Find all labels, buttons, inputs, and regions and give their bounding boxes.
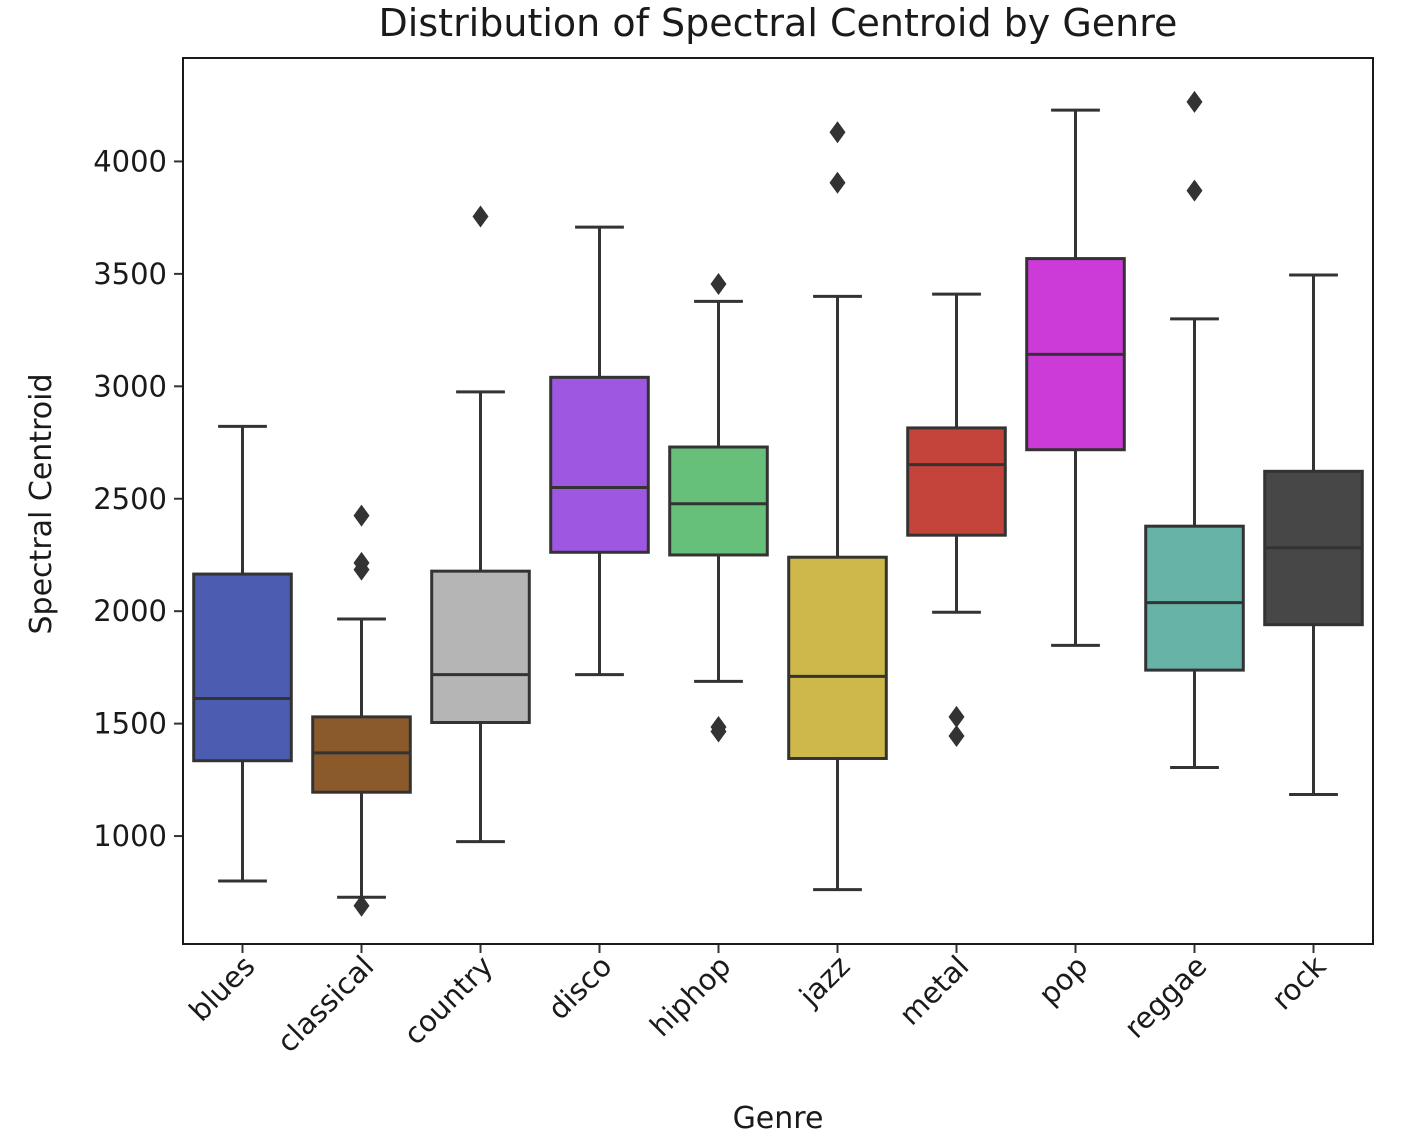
outlier-marker-reggae — [1186, 90, 1203, 113]
outlier-marker-hiphop — [710, 715, 727, 738]
x-tick-label-country: country — [397, 949, 499, 1051]
x-tick-label-pop: pop — [1032, 949, 1095, 1012]
box-reggae — [1144, 524, 1245, 672]
box-classical — [311, 715, 412, 794]
box-country — [430, 569, 531, 724]
x-tick-label-hiphop: hiphop — [643, 949, 737, 1043]
x-tick-label-classical: classical — [270, 949, 380, 1059]
x-axis-label: Genre — [733, 1101, 824, 1136]
outlier-marker-reggae — [1186, 179, 1203, 202]
outlier-marker-metal — [948, 705, 965, 728]
x-tick-label-jazz: jazz — [792, 949, 857, 1014]
outlier-marker-classical — [353, 551, 370, 574]
outlier-marker-country — [472, 205, 489, 228]
box-metal — [906, 426, 1007, 537]
y-tick-label: 2500 — [93, 482, 167, 516]
x-tick-label-disco: disco — [541, 949, 618, 1026]
outlier-marker-classical — [353, 504, 370, 527]
x-tick-label-blues: blues — [182, 949, 261, 1028]
x-tick-label-rock: rock — [1265, 949, 1333, 1017]
outlier-marker-jazz — [829, 121, 846, 144]
box-jazz — [787, 555, 888, 760]
y-tick-label: 1000 — [93, 819, 167, 853]
box-blues — [192, 572, 293, 763]
y-tick-label: 2000 — [93, 594, 167, 628]
y-tick-label: 4000 — [93, 144, 167, 178]
outlier-marker-metal — [948, 724, 965, 747]
plot-area: 1000 1500 2000 2500 3000 3500 4000 blues classic… — [93, 57, 1374, 1059]
y-tick-label: 3500 — [93, 257, 167, 291]
y-tick-label: 3000 — [93, 369, 167, 403]
plot-frame — [182, 57, 1374, 945]
y-tick-label: 1500 — [93, 707, 167, 741]
outlier-marker-hiphop — [710, 272, 727, 295]
y-axis-label: Spectral Centroid — [24, 374, 59, 635]
x-tick-label-reggae: reggae — [1118, 949, 1214, 1045]
x-tick-label-metal: metal — [893, 949, 976, 1032]
outlier-marker-jazz — [829, 171, 846, 194]
outlier-marker-classical — [353, 894, 370, 917]
chart-title: Distribution of Spectral Centroid by Gen… — [379, 1, 1178, 45]
box-hiphop — [668, 445, 769, 557]
box-disco — [549, 375, 650, 554]
